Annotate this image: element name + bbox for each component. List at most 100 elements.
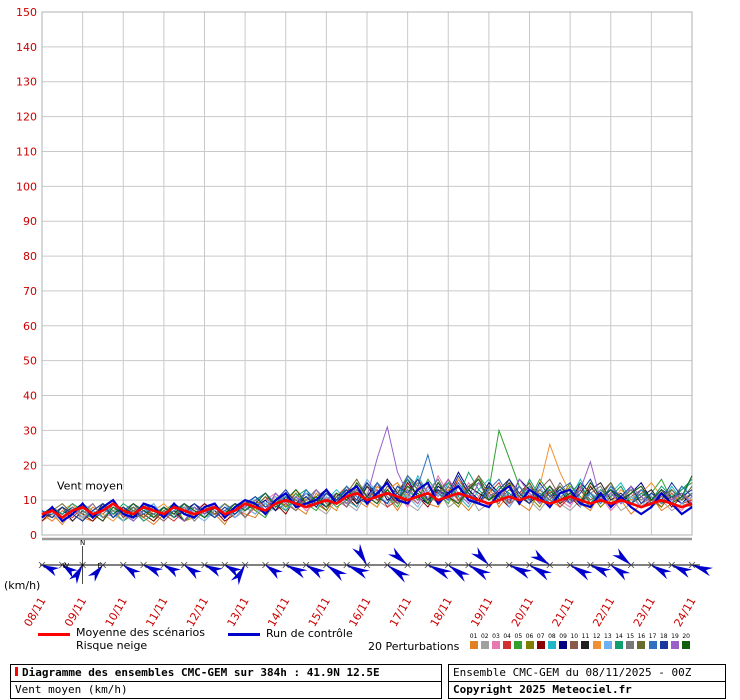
swatch-number: 04: [503, 633, 511, 640]
compass-n-label: N: [80, 539, 85, 547]
x-tick-label: 20/11: [509, 595, 536, 629]
run-info-row: Ensemble CMC-GEM du 08/11/2025 - 00Z: [449, 665, 725, 681]
perturbation-swatch-04: 04: [502, 633, 513, 649]
y-tick-label: 100: [16, 180, 37, 193]
member-line-01: [41, 481, 693, 526]
perturbation-swatch-16: 16: [636, 633, 647, 649]
y-tick-label: 110: [16, 145, 37, 158]
swatch-number: 11: [581, 633, 590, 640]
y-axis-unit-label: (km/h): [4, 579, 40, 592]
wind-arrow-icon: [306, 565, 326, 579]
swatch-color: [603, 641, 612, 649]
swatch-color: [514, 641, 523, 649]
perturbation-swatch-02: 02: [479, 633, 490, 649]
swatch-color: [503, 641, 512, 649]
mean-line-sample: [38, 633, 70, 636]
control-line: [41, 480, 693, 523]
swatch-number: 19: [671, 633, 679, 640]
x-mark: [424, 561, 432, 569]
swatch-color: [592, 641, 601, 649]
swatch-color: [525, 641, 534, 649]
wind-arrow-icon: [62, 565, 78, 578]
y-tick-label: 20: [23, 459, 37, 472]
run-info: Ensemble CMC-GEM du 08/11/2025 - 00Z: [453, 666, 692, 679]
wind-arrow-icon: [468, 565, 491, 581]
wind-arrow-icon: [230, 565, 246, 586]
compass-e-label: E: [97, 562, 101, 570]
perturbation-swatch-17: 17: [647, 633, 658, 649]
x-mark: [668, 561, 675, 569]
wind-arrow-icon: [427, 565, 453, 580]
perturbation-swatch-05: 05: [513, 633, 524, 649]
swatch-number: 17: [648, 633, 657, 640]
perturbation-swatch-03: 03: [490, 633, 501, 649]
swatch-color: [659, 641, 668, 649]
perturbation-swatch-09: 09: [558, 633, 569, 649]
x-tick-label: 23/11: [631, 595, 658, 629]
wind-arrow-icon: [448, 565, 470, 583]
swatch-color: [615, 641, 624, 649]
perturbation-swatch-19: 19: [669, 633, 680, 649]
y-tick-label: 0: [30, 529, 37, 542]
x-tick-label: 22/11: [590, 595, 617, 629]
swatch-color: [670, 641, 679, 649]
swatch-color: [581, 641, 590, 649]
y-tick-label: 90: [23, 215, 37, 228]
perturbation-swatch-07: 07: [535, 633, 546, 649]
x-tick-label: 24/11: [671, 595, 698, 629]
wind-arrow-icon: [184, 565, 202, 580]
perturbation-swatch-01: 01: [468, 633, 479, 649]
x-tick-label: 08/11: [21, 595, 48, 629]
perturbation-swatch-08: 08: [546, 633, 557, 649]
control-legend-label: Run de contrôle: [266, 627, 353, 640]
footer-bar: Diagramme des ensembles CMC-GEM sur 384h…: [10, 664, 726, 699]
footer-right-box: Ensemble CMC-GEM du 08/11/2025 - 00Z Cop…: [448, 664, 726, 699]
footer-subtitle-row: Vent moyen (km/h): [11, 681, 441, 698]
wind-arrow-icon: [285, 565, 308, 579]
x-mark: [465, 561, 472, 569]
x-tick-label: 16/11: [346, 595, 373, 629]
swatch-number: 03: [492, 633, 500, 640]
annotation-vent-moyen: Vent moyen: [57, 480, 123, 493]
y-tick-label: 40: [23, 390, 37, 403]
copyright-row: Copyright 2025 Meteociel.fr: [449, 681, 725, 698]
compass-w-label: W: [62, 562, 69, 570]
y-tick-label: 30: [23, 424, 37, 437]
wind-arrow-icon: [387, 565, 411, 583]
ensemble-chart: 0 10 20 30 40 50 60 70 80 90 100 110 120 130 140 150 Ven…: [4, 6, 713, 629]
x-tick-label: 15/11: [306, 595, 333, 629]
wind-arrow-icon: [509, 565, 533, 579]
x-tick-label: 12/11: [184, 595, 211, 629]
swatch-number: 01: [469, 633, 478, 640]
perturbation-swatch-14: 14: [613, 633, 624, 649]
wind-arrow-icon: [163, 565, 181, 578]
swatch-color: [547, 641, 556, 649]
x-mark: [302, 561, 310, 569]
swatch-number: 16: [637, 633, 646, 640]
swatch-number: 20: [682, 633, 690, 640]
y-tick-label: 50: [23, 355, 37, 368]
swatch-number: 06: [525, 633, 534, 640]
wind-arrow-icon: [87, 565, 103, 582]
wind-arrow-icon: [612, 548, 632, 565]
wind-arrow-icon: [123, 565, 141, 580]
x-mark: [587, 561, 594, 569]
y-tick-label: 80: [23, 250, 37, 263]
wind-arrow-icon: [671, 565, 693, 578]
swatch-color: [682, 641, 691, 649]
mean-legend-label: Moyenne des scénarios: [76, 626, 205, 639]
x-mark: [140, 561, 147, 569]
wind-arrow-icon: [143, 565, 164, 578]
x-tick-label: 21/11: [550, 595, 577, 629]
perturbation-swatch-13: 13: [602, 633, 613, 649]
y-tick-label: 120: [16, 111, 37, 124]
x-tick-label: 17/11: [387, 595, 414, 629]
footer-subtitle: Vent moyen (km/h): [15, 683, 128, 696]
wind-arrow-icon: [265, 565, 283, 580]
perturbation-swatch-11: 11: [580, 633, 591, 649]
wind-arrow-icon: [346, 565, 370, 579]
x-mark: [343, 561, 350, 569]
member-line-20: [41, 475, 693, 522]
wind-arrow-icon: [651, 565, 672, 580]
